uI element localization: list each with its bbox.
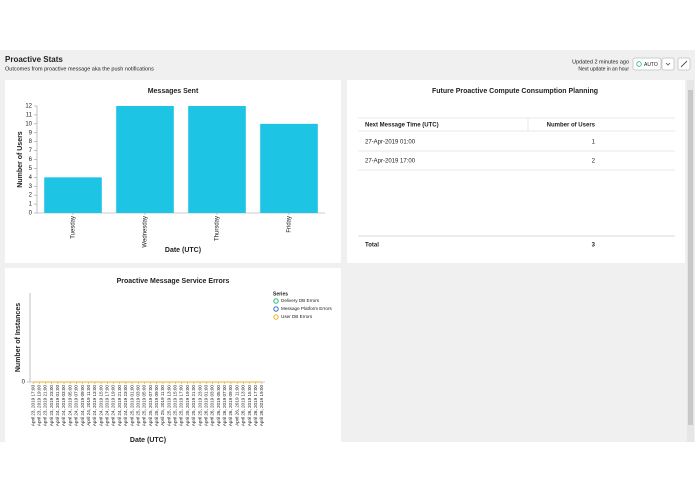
x-axis-label: Date (UTC) xyxy=(130,437,166,444)
x-tick-label: April 24, 2019 09:00 xyxy=(80,385,85,427)
table-cell: 2 xyxy=(592,159,596,165)
table-cell: 27-Apr-2019 01:00 xyxy=(365,140,416,146)
legend-marker xyxy=(273,306,279,312)
table-cell: 1 xyxy=(592,140,596,146)
x-tick-label: April 26, 2019 19:00 xyxy=(259,385,264,427)
x-tick-label: April 26, 2019 01:00 xyxy=(203,385,208,427)
y-tick-label: 9 xyxy=(29,130,33,136)
x-tick-label: April 25, 2019 13:00 xyxy=(166,385,171,427)
total-value: 3 xyxy=(592,243,596,249)
y-tick-label: 5 xyxy=(29,166,33,172)
legend-label: User DB Errors xyxy=(281,314,313,319)
x-tick-label: Thursday xyxy=(215,216,221,241)
y-tick-label: 0 xyxy=(22,380,26,386)
x-tick-label: April 24, 2019 23:00 xyxy=(123,385,128,427)
table-title: Future Proactive Compute Consumption Pla… xyxy=(432,88,598,95)
x-tick-label: April 25, 2019 03:00 xyxy=(135,385,140,427)
auto-button[interactable]: AUTO xyxy=(632,57,662,71)
chart-title: Proactive Message Service Errors xyxy=(117,278,230,285)
next-update-text: Next update in an hour xyxy=(578,66,629,72)
x-tick-label: April 25, 2019 09:00 xyxy=(154,385,159,427)
y-tick-label: 10 xyxy=(25,121,32,127)
table-cell: 27-Apr-2019 17:00 xyxy=(365,159,416,165)
x-tick-label: April 26, 2019 11:00 xyxy=(234,385,239,426)
scrollbar-thumb[interactable] xyxy=(688,90,693,425)
x-tick-label: Wednesday xyxy=(143,216,149,248)
y-tick-label: 2 xyxy=(29,193,33,199)
legend-marker xyxy=(273,314,279,320)
dropdown-icon xyxy=(665,62,671,66)
x-tick-label: April 26, 2019 15:00 xyxy=(247,385,252,427)
x-tick-label: April 25, 2019 21:00 xyxy=(191,385,196,427)
x-tick-label: April 24, 2019 19:00 xyxy=(111,385,116,427)
x-tick-label: April 23, 2019 23:00 xyxy=(49,385,54,427)
y-tick-label: 3 xyxy=(29,184,33,190)
dropdown-button[interactable] xyxy=(661,57,675,71)
chart-title: Messages Sent xyxy=(148,88,199,95)
legend-label: Message Platform Errors xyxy=(281,306,333,311)
x-tick-label: April 24, 2019 15:00 xyxy=(98,385,103,427)
x-tick-label: April 23, 2019 21:00 xyxy=(43,385,48,427)
y-tick-label: 11 xyxy=(26,112,33,118)
bar xyxy=(44,177,102,213)
auto-label: AUTO xyxy=(644,62,658,68)
y-tick-label: 1 xyxy=(29,202,33,208)
x-tick-label: April 24, 2019 17:00 xyxy=(105,385,110,427)
x-tick-label: April 26, 2019 03:00 xyxy=(210,385,215,427)
bar xyxy=(116,106,174,213)
x-tick-label: April 25, 2019 01:00 xyxy=(129,385,134,427)
updated-text: Updated 2 minutes ago xyxy=(572,59,629,65)
column-header: Number of Users xyxy=(547,123,596,129)
x-tick-label: April 23, 2019 17:00 xyxy=(30,385,35,427)
y-axis-label: Number of Instances xyxy=(15,303,22,372)
legend-marker xyxy=(273,298,279,304)
x-tick-label: Friday xyxy=(287,216,293,233)
y-axis-label: Number of Users xyxy=(17,131,24,188)
page-title: Proactive Stats xyxy=(5,55,63,64)
x-tick-label: April 25, 2019 19:00 xyxy=(185,385,190,427)
legend-title: Series xyxy=(273,291,288,297)
edit-icon xyxy=(680,60,688,68)
x-tick-label: April 24, 2019 01:00 xyxy=(55,385,60,427)
page-subtitle: Outcomes from proactive message aka the … xyxy=(5,66,154,72)
x-tick-label: April 25, 2019 15:00 xyxy=(173,385,178,427)
refresh-icon xyxy=(636,61,642,67)
panel xyxy=(347,80,685,263)
column-header: Next Message Time (UTC) xyxy=(365,123,439,129)
x-tick-label: April 25, 2019 17:00 xyxy=(179,385,184,427)
x-tick-label: April 26, 2019 09:00 xyxy=(228,385,233,427)
panel xyxy=(5,268,341,442)
x-tick-label: April 24, 2019 11:00 xyxy=(86,385,91,426)
auto-button-box[interactable] xyxy=(632,57,662,71)
x-tick-label: April 24, 2019 03:00 xyxy=(61,385,66,427)
y-tick-label: 4 xyxy=(29,175,33,181)
x-tick-label: April 24, 2019 21:00 xyxy=(117,385,122,427)
y-tick-label: 0 xyxy=(29,211,33,217)
x-tick-label: Tuesday xyxy=(71,216,77,239)
y-tick-label: 7 xyxy=(29,148,33,154)
legend-label: Delivery DB Errors xyxy=(281,298,320,303)
y-tick-label: 12 xyxy=(25,104,32,110)
x-tick-label: April 26, 2019 17:00 xyxy=(253,385,258,427)
x-tick-label: April 25, 2019 11:00 xyxy=(160,385,165,426)
x-tick-label: April 25, 2019 05:00 xyxy=(142,385,147,427)
x-tick-label: April 25, 2019 07:00 xyxy=(148,385,153,427)
x-axis-label: Date (UTC) xyxy=(165,247,201,254)
y-tick-label: 6 xyxy=(29,157,33,163)
bar xyxy=(188,106,246,213)
total-label: Total xyxy=(365,243,379,249)
x-tick-label: April 24, 2019 13:00 xyxy=(92,385,97,427)
x-tick-label: April 25, 2019 23:00 xyxy=(197,385,202,427)
x-tick-label: April 26, 2019 05:00 xyxy=(216,385,221,427)
x-tick-label: April 26, 2019 07:00 xyxy=(222,385,227,427)
y-tick-label: 8 xyxy=(29,139,33,145)
x-tick-label: April 26, 2019 13:00 xyxy=(241,385,246,427)
x-tick-label: April 23, 2019 19:00 xyxy=(36,385,41,427)
bar xyxy=(260,123,318,213)
x-tick-label: April 24, 2019 05:00 xyxy=(67,385,72,427)
x-tick-label: April 24, 2019 07:00 xyxy=(74,385,79,427)
